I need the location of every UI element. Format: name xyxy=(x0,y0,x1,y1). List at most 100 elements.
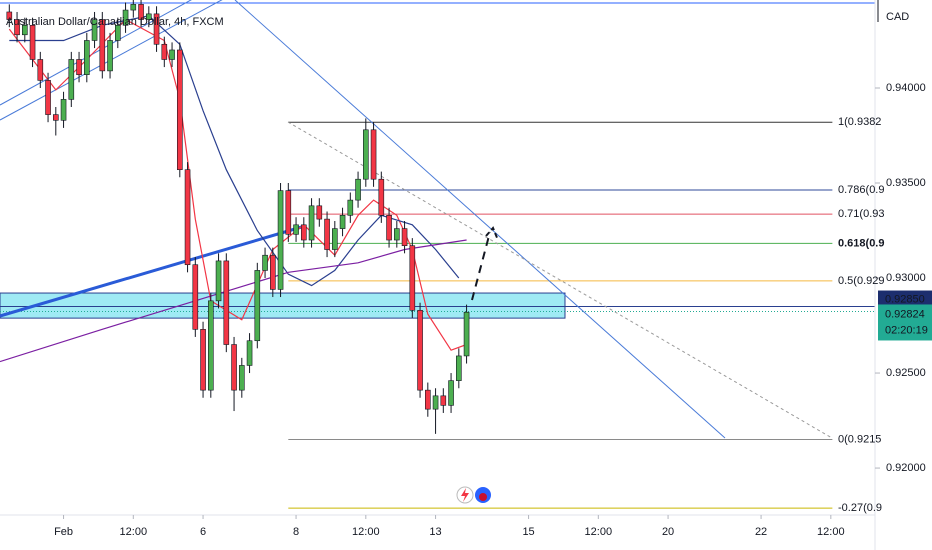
candle-body xyxy=(68,59,75,100)
candle-body xyxy=(417,310,423,391)
candle-body xyxy=(316,205,323,220)
candle-body xyxy=(130,4,137,11)
candle-body xyxy=(22,24,28,36)
candle-body xyxy=(107,40,113,72)
candle-body xyxy=(45,80,51,115)
currency-label: CAD xyxy=(886,11,909,23)
candle-body xyxy=(76,59,82,75)
candle-body xyxy=(378,178,385,216)
trend-line xyxy=(0,224,306,318)
candle-body xyxy=(239,365,245,391)
candle-body xyxy=(91,19,98,41)
projection-arrow xyxy=(485,226,499,241)
support-zone xyxy=(0,292,566,319)
countdown-label: 02:20:19 xyxy=(885,324,928,336)
y-tick-label: 0.93000 xyxy=(886,272,926,284)
fib-label: -0.27(0.9 xyxy=(838,502,882,514)
candle-body xyxy=(324,218,330,250)
candle-body xyxy=(231,344,237,391)
fib-trend-line xyxy=(287,121,833,439)
x-tick-label: Feb xyxy=(54,526,73,538)
candle-body xyxy=(115,24,121,41)
x-tick-label: 12:00 xyxy=(120,526,148,538)
candle-body xyxy=(409,245,416,311)
candle-body xyxy=(14,19,20,36)
candle-body xyxy=(347,199,354,216)
candle-body xyxy=(355,178,361,201)
candle-body xyxy=(456,355,462,381)
candle-body xyxy=(177,49,183,171)
candle-body xyxy=(440,395,447,406)
candle-body xyxy=(200,329,206,391)
y-tick-label: 0.94000 xyxy=(886,82,926,94)
candle-body xyxy=(208,300,214,391)
x-tick-label: 8 xyxy=(293,526,299,538)
x-tick-label: 12:00 xyxy=(352,526,380,538)
candle-body xyxy=(138,4,144,20)
candle-body xyxy=(169,49,175,60)
candle-body xyxy=(29,24,36,60)
candle-body xyxy=(432,395,439,410)
candle-body xyxy=(463,311,470,357)
candle-body xyxy=(184,169,191,266)
last-price-label: 0.92824 xyxy=(885,308,925,320)
candle-body xyxy=(161,43,168,60)
candle-body xyxy=(386,215,392,241)
candle-body xyxy=(293,224,299,235)
candle-body xyxy=(339,215,346,229)
candle-body xyxy=(223,260,230,345)
candle-body xyxy=(84,40,90,75)
candle-body xyxy=(153,13,160,45)
x-tick-label: 22 xyxy=(755,526,767,538)
fib-label: 0.786(0.9 xyxy=(838,184,884,196)
candle-body xyxy=(285,190,292,235)
candle-body xyxy=(122,9,129,26)
y-tick-label: 0.92500 xyxy=(886,367,926,379)
x-tick-label: 6 xyxy=(200,526,206,538)
x-tick-label: 13 xyxy=(429,526,441,538)
candle-body xyxy=(448,380,454,406)
candle-body xyxy=(246,340,253,366)
price-label: 0.92850 xyxy=(885,293,925,305)
x-tick-label: 20 xyxy=(662,526,674,538)
y-tick-label: 0.92000 xyxy=(886,462,926,474)
candle-body xyxy=(6,11,13,20)
plot-area xyxy=(0,0,875,509)
trend-line xyxy=(234,0,726,439)
candle-body xyxy=(53,114,59,121)
chart-title: Australian Dollar/Canadian Dollar, 4h, F… xyxy=(6,16,224,28)
fib-label: 0(0.9215 xyxy=(838,433,881,445)
candle-body xyxy=(394,228,400,241)
overlay xyxy=(0,0,470,434)
candle-body xyxy=(277,190,284,290)
candle-body xyxy=(262,254,268,271)
x-tick-label: 12:00 xyxy=(817,526,845,538)
fib-label: 0.71(0.93 xyxy=(838,208,884,220)
fib-label: 0.618(0.9 xyxy=(838,237,884,249)
last-price-box xyxy=(878,304,932,341)
trend-line xyxy=(0,0,223,121)
candle-body xyxy=(60,99,67,121)
candle-body xyxy=(37,59,44,81)
candle-body xyxy=(270,254,276,290)
candle-body xyxy=(370,129,377,180)
candle-body xyxy=(308,205,315,241)
candle-body xyxy=(192,264,199,330)
fib-label: 0.5(0.929 xyxy=(838,275,884,287)
price-label-box xyxy=(878,290,932,309)
icon-flag xyxy=(479,493,487,501)
candle-body xyxy=(99,19,106,72)
candle-body xyxy=(146,13,152,20)
underlay xyxy=(0,121,875,509)
fib-label: 1(0.9382 xyxy=(838,116,881,128)
x-tick-label: 15 xyxy=(522,526,534,538)
candle-body xyxy=(215,260,222,302)
icon-bolt xyxy=(461,488,469,502)
projection-line xyxy=(471,231,491,301)
candle-body xyxy=(254,270,261,342)
candle-body xyxy=(425,389,431,410)
candle-body xyxy=(301,224,307,241)
candle-body xyxy=(363,129,369,180)
